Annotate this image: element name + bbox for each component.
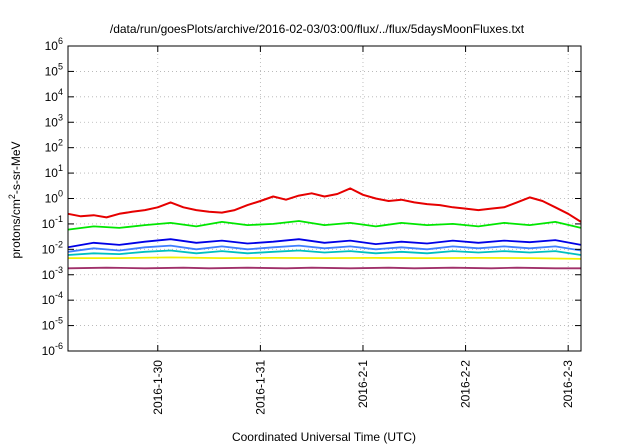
y-tick-label: 10-6 [42,341,63,358]
y-tick-label: 106 [45,36,63,53]
y-axis-label-superscript: 2 [7,194,17,199]
y-tick-label-base: 10 [42,242,56,256]
chart-title: /data/run/goesPlots/archive/2016-02-03/0… [110,22,525,36]
y-tick-label-base: 10 [45,115,59,129]
y-tick-label-base: 10 [45,192,59,206]
y-tick-label: 102 [45,138,63,155]
y-axis-label: protons/cm2-s-sr-MeV [7,141,23,258]
y-tick-label-base: 10 [45,90,59,104]
y-tick-label: 104 [45,87,63,104]
x-tick-label: 2016-1-31 [253,360,267,415]
grid [68,46,581,351]
y-tick-label-exponent: 4 [58,87,63,97]
series-line [67,266,581,270]
y-tick-label-exponent: 5 [58,61,63,71]
y-tick-label: 10-2 [42,239,63,256]
y-tick-label-base: 10 [45,141,59,155]
y-tick-label-exponent: -1 [55,214,63,224]
y-tick-label-base: 10 [45,39,59,53]
y-axis-label-prefix: protons/cm [9,199,23,258]
y-tick-label-exponent: 6 [58,36,63,46]
y-axis-label-suffix: -s-sr-MeV [9,141,23,194]
y-tick-label-exponent: -3 [55,265,63,275]
y-tick-label: 10-4 [42,290,63,307]
y-axis: 10-610-510-410-310-210-11001011021031041… [42,36,581,358]
y-tick-label: 100 [45,189,63,206]
y-tick-label: 103 [45,112,63,129]
x-tick-label: 2016-1-30 [151,360,165,415]
series-line [67,238,582,249]
series-line [67,187,582,223]
y-tick-label: 10-5 [42,316,63,333]
x-axis: 2016-1-30 2016-1-31 2016-2-1 2016-2-2 2016-2… [151,46,575,415]
series-line [67,220,582,231]
y-tick-label-base: 10 [42,293,56,307]
x-tick-label: 2016-2-1 [356,360,370,408]
series-line [67,249,582,256]
x-tick-label: 2016-2-3 [561,360,575,408]
series-line [67,244,582,253]
y-tick-label-exponent: -6 [55,341,63,351]
y-tick-label: 10-1 [42,214,63,231]
series-group [67,187,582,270]
y-tick-label-exponent: -5 [55,316,63,326]
y-tick-label-exponent: -4 [55,290,63,300]
y-tick-label-base: 10 [42,217,56,231]
y-tick-label-base: 10 [45,166,59,180]
y-tick-label-exponent: 3 [58,112,63,122]
y-tick-label-base: 10 [42,268,56,282]
y-tick-label-exponent: 0 [58,189,63,199]
y-tick-label-base: 10 [42,344,56,358]
x-tick-label: 2016-2-2 [459,360,473,408]
y-tick-label: 101 [45,163,63,180]
y-tick-label-exponent: 1 [58,163,63,173]
y-tick-label: 105 [45,61,63,78]
y-tick-label-exponent: -2 [55,239,63,249]
y-tick-label-base: 10 [42,319,56,333]
y-tick-label-base: 10 [45,64,59,78]
x-axis-label: Coordinated Universal Time (UTC) [232,430,416,444]
y-tick-label: 10-3 [42,265,63,282]
series-line [68,256,582,260]
y-tick-label-exponent: 2 [58,138,63,148]
